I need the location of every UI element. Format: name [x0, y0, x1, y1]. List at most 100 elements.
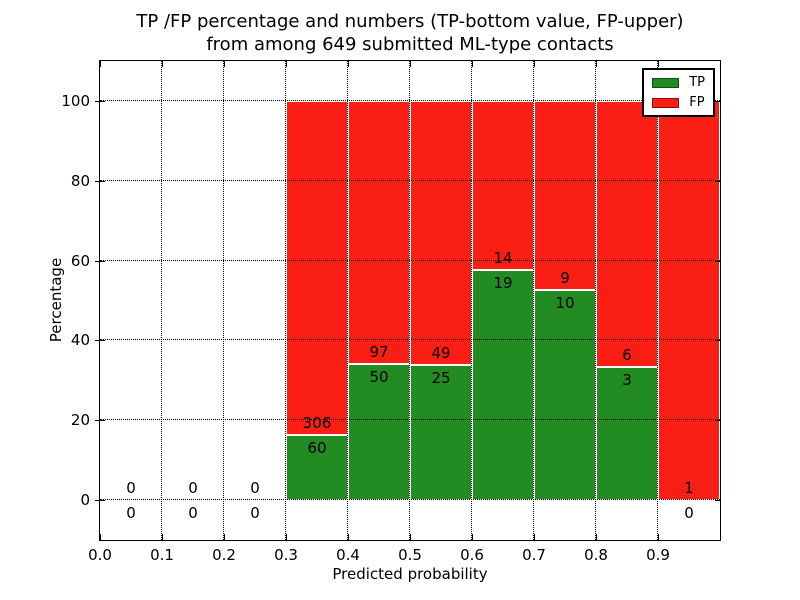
legend-swatch-tp	[652, 77, 680, 88]
bar-label-fp: 1	[684, 479, 694, 498]
plot-area: TP FP 0 0 0 0 0 0 306 60 97 50 49 25 14 19 9 10 6 3 1 0	[95, 60, 721, 541]
x-tick-label: 0.8	[584, 546, 608, 564]
legend-entry-tp: TP	[652, 76, 705, 89]
x-tick-mark-top	[472, 61, 473, 67]
bar-label-tp: 0	[250, 504, 260, 523]
x-tick-mark-bottom	[658, 534, 659, 540]
bar-segment-tp	[286, 434, 348, 501]
bar-label-fp: 97	[369, 343, 389, 362]
legend-entry-fp: FP	[652, 96, 705, 109]
y-tick-label: 40	[70, 331, 90, 349]
gridline-vertical	[471, 61, 472, 540]
bar-segment-fp	[286, 100, 348, 435]
x-tick-mark-bottom	[162, 534, 163, 540]
bar-segment-tp	[534, 289, 596, 501]
x-tick-mark-top	[348, 61, 349, 67]
y-tick-mark-left	[95, 261, 105, 262]
gridline-vertical	[223, 61, 224, 540]
x-tick-label: 0.5	[398, 546, 422, 564]
y-tick-label: 100	[61, 92, 90, 110]
legend: TP FP	[642, 68, 715, 117]
gridline-vertical	[533, 61, 534, 540]
bar-label-tp: 0	[126, 504, 136, 523]
x-tick-mark-top	[658, 61, 659, 67]
x-tick-mark-top	[224, 61, 225, 67]
gridline-horizontal	[100, 180, 720, 181]
bar-label-tp: 25	[431, 369, 451, 388]
bar-segment-fp	[348, 100, 410, 365]
x-tick-mark-top	[100, 61, 101, 67]
gridline-horizontal	[100, 339, 720, 340]
bar-segment-fp	[596, 100, 658, 368]
bar-label-fp: 6	[622, 346, 632, 365]
gridline-vertical	[595, 61, 596, 540]
y-tick-mark-right	[715, 101, 720, 102]
x-axis-label: Predicted probability	[332, 565, 488, 583]
legend-label-fp: FP	[689, 95, 705, 110]
chart-title-line1: TP /FP percentage and numbers (TP-bottom…	[136, 11, 684, 32]
x-tick-mark-bottom	[224, 534, 225, 540]
y-tick-mark-left	[95, 181, 105, 182]
bar-label-fp: 49	[431, 344, 451, 363]
bar-label-tp: 10	[555, 293, 575, 312]
x-tick-mark-bottom	[286, 534, 287, 540]
bar-label-fp: 14	[493, 249, 513, 268]
gridline-horizontal	[100, 260, 720, 261]
bar-segment-fp	[534, 100, 596, 290]
gridline-horizontal	[100, 499, 720, 500]
x-tick-mark-bottom	[596, 534, 597, 540]
x-tick-mark-bottom	[348, 534, 349, 540]
bar-label-fp: 9	[560, 269, 570, 287]
gridline-vertical	[285, 61, 286, 540]
x-tick-label: 0.0	[88, 546, 112, 564]
x-tick-mark-bottom	[100, 534, 101, 540]
gridline-horizontal	[100, 100, 720, 101]
x-tick-mark-top	[534, 61, 535, 67]
y-tick-mark-right	[715, 181, 720, 182]
x-tick-mark-bottom	[534, 534, 535, 540]
x-tick-mark-top	[410, 61, 411, 67]
legend-label-tp: TP	[689, 75, 705, 90]
bar-label-fp: 306	[302, 413, 332, 432]
x-tick-mark-bottom	[410, 534, 411, 540]
gridline-vertical	[409, 61, 410, 540]
gridline-horizontal	[100, 419, 720, 420]
y-tick-mark-left	[95, 500, 105, 501]
x-tick-mark-bottom	[472, 534, 473, 540]
y-tick-label: 0	[80, 491, 90, 509]
bar-label-tp: 50	[369, 368, 389, 387]
x-tick-label: 0.1	[150, 546, 174, 564]
bar-label-fp: 0	[126, 479, 136, 498]
bar-label-tp: 19	[493, 274, 513, 293]
bar-label-tp: 0	[188, 504, 198, 523]
gridline-vertical	[657, 61, 658, 540]
y-tick-mark-left	[95, 101, 105, 102]
y-tick-mark-left	[95, 340, 105, 341]
bar-label-fp: 0	[250, 479, 260, 498]
x-tick-mark-top	[162, 61, 163, 67]
y-tick-mark-right	[715, 420, 720, 421]
x-tick-label: 0.4	[336, 546, 360, 564]
x-tick-label: 0.2	[212, 546, 236, 564]
gridline-vertical	[347, 61, 348, 540]
bar-label-fp: 0	[188, 479, 198, 498]
y-tick-label: 80	[70, 172, 90, 190]
y-tick-mark-right	[715, 340, 720, 341]
y-tick-mark-right	[715, 500, 720, 501]
bar-segment-tp	[472, 270, 534, 501]
bar-label-tp: 60	[307, 438, 327, 457]
bar-segment-fp	[410, 100, 472, 366]
chart-title-line2: from among 649 submitted ML-type contact…	[206, 34, 614, 55]
y-tick-mark-right	[715, 261, 720, 262]
bar-label-tp: 3	[622, 371, 632, 390]
bar-segment-fp	[658, 100, 720, 501]
legend-swatch-fp	[652, 97, 680, 108]
x-tick-label: 0.7	[522, 546, 546, 564]
x-tick-mark-top	[596, 61, 597, 67]
gridline-vertical	[161, 61, 162, 540]
chart-title: TP /FP percentage and numbers (TP-bottom…	[99, 10, 721, 56]
x-tick-mark-top	[286, 61, 287, 67]
y-tick-label: 20	[70, 411, 90, 429]
x-tick-label: 0.6	[460, 546, 484, 564]
